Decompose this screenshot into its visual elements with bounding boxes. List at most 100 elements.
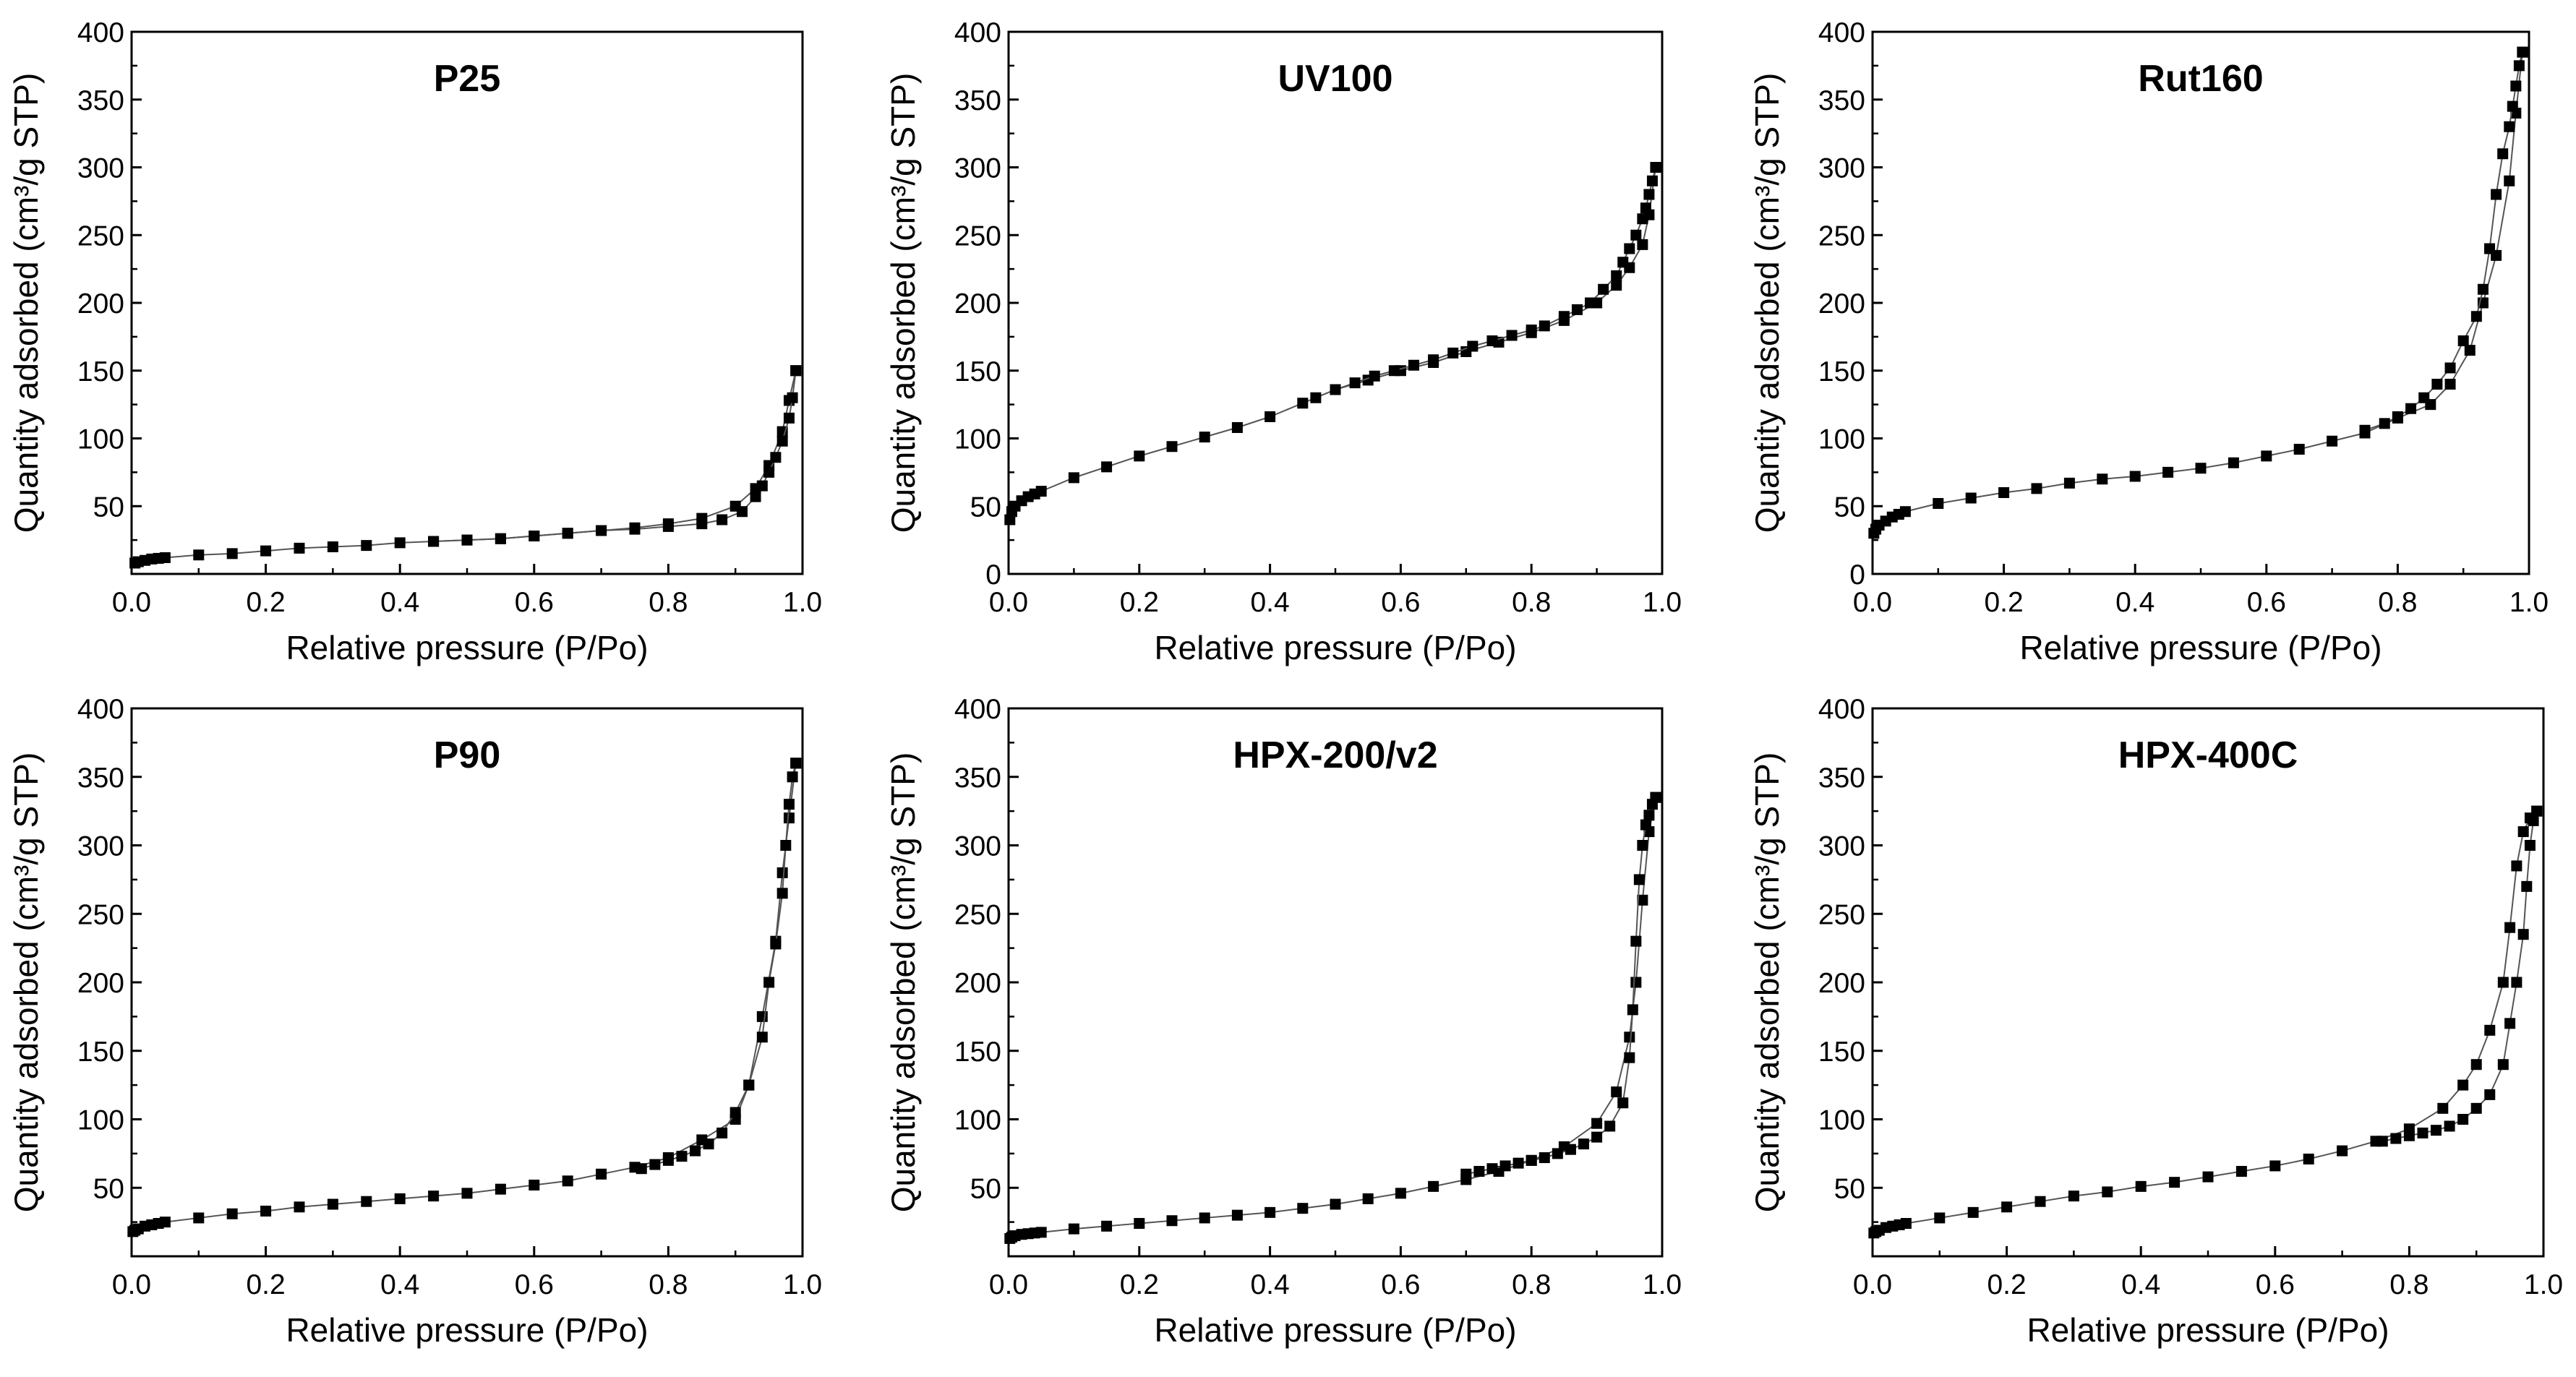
desorption-point xyxy=(1617,1097,1629,1109)
adsorption-point xyxy=(1199,432,1210,443)
adsorption-point xyxy=(2031,483,2042,494)
chart-panel: 0.0 0.2 0.4 0.6 0.8 1.0 50 100 150 200 250 300 350 40… xyxy=(884,694,1682,1349)
desorption-point xyxy=(1512,1157,1524,1169)
x-tick-label: 0.4 xyxy=(2121,1269,2160,1300)
adsorption-point xyxy=(2511,860,2522,872)
panel-title: P25 xyxy=(434,58,501,100)
y-tick-label: 400 xyxy=(1818,694,1865,725)
x-tick-label: 0.6 xyxy=(2247,587,2286,618)
adsorption-point xyxy=(2269,1160,2281,1172)
panel-title: HPX-200/v2 xyxy=(1233,734,1437,776)
desorption-point xyxy=(2417,1127,2429,1138)
adsorption-point xyxy=(2484,1024,2496,1036)
desorption-point xyxy=(1349,377,1361,389)
desorption-point xyxy=(1617,257,1629,268)
adsorption-point xyxy=(1068,472,1079,484)
adsorption-line xyxy=(132,763,797,1232)
x-tick-label: 0.2 xyxy=(246,587,285,618)
desorption-point xyxy=(2457,1114,2469,1125)
desorption-point xyxy=(696,518,708,530)
y-tick-label: 250 xyxy=(954,899,1001,930)
desorption-point xyxy=(1539,320,1550,332)
adsorption-point xyxy=(2235,1166,2247,1177)
y-tick-label: 250 xyxy=(77,220,124,252)
adsorption-point xyxy=(495,1183,506,1195)
adsorption-point xyxy=(1637,894,1648,906)
y-tick-label: 50 xyxy=(93,1173,124,1204)
y-tick-label: 250 xyxy=(77,899,124,930)
adsorption-point xyxy=(394,537,406,549)
desorption-point xyxy=(629,523,641,535)
x-axis-label: Relative pressure (P/Po) xyxy=(2027,1311,2389,1349)
desorption-point xyxy=(716,1127,728,1138)
y-tick-label: 100 xyxy=(954,1105,1001,1136)
adsorption-point xyxy=(2097,473,2108,485)
desorption-point xyxy=(750,491,761,502)
y-tick-label: 150 xyxy=(954,356,1001,387)
desorption-point xyxy=(1369,370,1380,382)
y-tick-label: 300 xyxy=(1818,153,1865,184)
desorption-point xyxy=(2403,1130,2415,1141)
y-tick-label: 50 xyxy=(970,492,1001,523)
chart-panel: 0.0 0.2 0.4 0.6 0.8 1.0 50 100 150 200 250 300 350 40… xyxy=(1748,694,2563,1349)
desorption-point xyxy=(461,534,473,546)
desorption-point xyxy=(1447,347,1459,359)
adsorption-point xyxy=(294,1201,305,1213)
x-tick-label: 0.8 xyxy=(649,587,688,618)
desorption-point xyxy=(776,435,788,447)
panel-title: HPX-400C xyxy=(2118,734,2298,776)
adsorption-point xyxy=(1297,1203,1309,1214)
desorption-point xyxy=(770,938,782,950)
desorption-point xyxy=(1310,392,1322,403)
adsorption-point xyxy=(2102,1186,2113,1198)
x-tick-label: 0.0 xyxy=(989,587,1028,618)
desorption-point xyxy=(1486,335,1498,346)
desorption-point xyxy=(1643,189,1655,200)
adsorption-point xyxy=(1166,441,1178,452)
y-axis-label: Quantity adsorbed (cm³/g STP) xyxy=(1748,73,1786,533)
desorption-point xyxy=(1330,384,1341,395)
y-tick-label: 300 xyxy=(1818,831,1865,862)
desorption-point xyxy=(1630,229,1642,241)
desorption-point xyxy=(783,412,795,424)
adsorption-point xyxy=(2464,345,2476,356)
y-tick-label: 150 xyxy=(954,1037,1001,1068)
adsorption-point xyxy=(2135,1180,2147,1192)
adsorption-point xyxy=(1965,492,1977,504)
adsorption-point xyxy=(1611,280,1622,291)
adsorption-point xyxy=(1899,506,1911,518)
adsorption-point xyxy=(1297,398,1309,409)
desorption-point xyxy=(2513,60,2525,72)
x-tick-label: 1.0 xyxy=(2524,1269,2563,1300)
adsorption-line xyxy=(1873,52,2523,534)
desorption-line xyxy=(641,763,797,1170)
desorption-point xyxy=(1539,1152,1550,1164)
adsorption-point xyxy=(2437,1102,2449,1114)
desorption-point xyxy=(662,1154,674,1166)
adsorption-point xyxy=(1637,239,1648,250)
y-tick-label: 350 xyxy=(954,763,1001,794)
adsorption-point xyxy=(1900,1218,1912,1230)
y-tick-label: 100 xyxy=(954,424,1001,455)
desorption-point xyxy=(2405,403,2417,414)
desorption-point xyxy=(649,1159,661,1170)
desorption-point xyxy=(596,525,607,536)
y-tick-label: 100 xyxy=(1818,424,1865,455)
desorption-point xyxy=(1591,1131,1603,1143)
adsorption-point xyxy=(327,1198,338,1210)
x-tick-label: 0.8 xyxy=(2389,1269,2429,1300)
y-tick-label: 400 xyxy=(77,694,124,725)
x-tick-label: 0.2 xyxy=(1987,1269,2026,1300)
adsorption-point xyxy=(1624,1031,1635,1043)
desorption-point xyxy=(2511,977,2522,988)
x-tick-label: 1.0 xyxy=(1643,1269,1682,1300)
chart-panel: 0.0 0.2 0.4 0.6 0.8 1.0 0 50 100 150 200 250 300 350 4… xyxy=(1748,17,2549,666)
desorption-point xyxy=(1578,1138,1590,1150)
x-tick-label: 0.2 xyxy=(1120,587,1159,618)
adsorption-point xyxy=(2034,1196,2046,1207)
adsorption-point xyxy=(1265,1206,1276,1218)
x-tick-label: 0.2 xyxy=(1984,587,2023,618)
y-tick-label: 350 xyxy=(954,85,1001,116)
panel-title: Rut160 xyxy=(2138,58,2263,100)
adsorption-line xyxy=(1873,810,2538,1234)
